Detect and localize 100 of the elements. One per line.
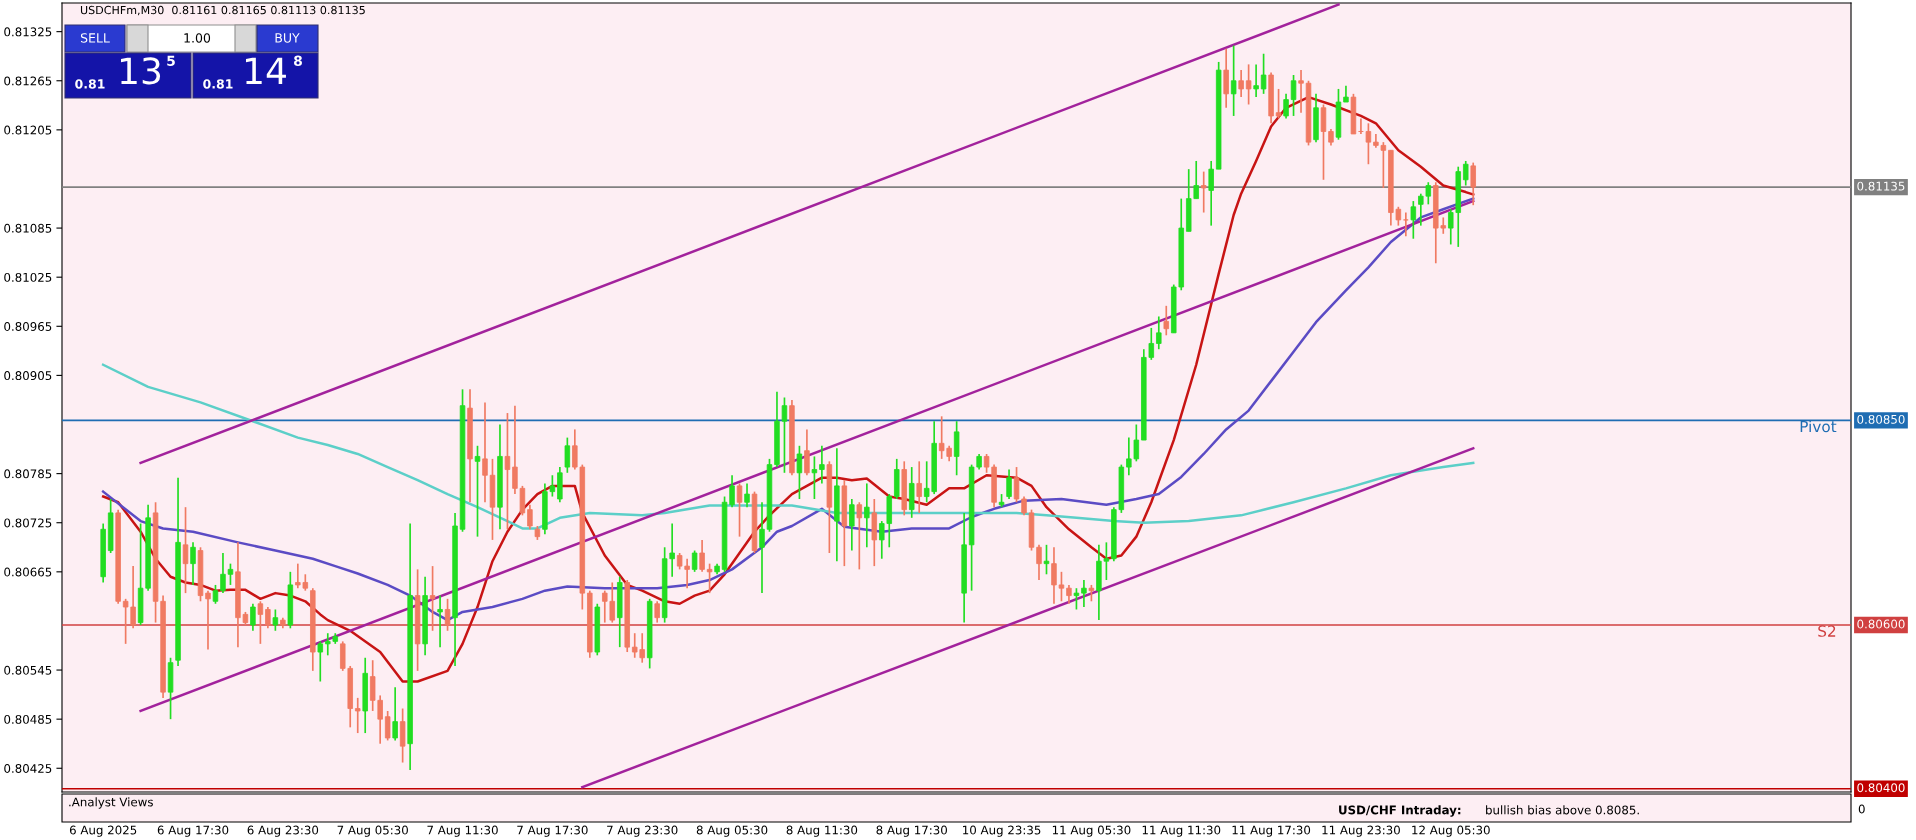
text: 0.80600 — [1857, 619, 1905, 629]
candlestick — [1006, 468, 1012, 500]
candlestick — [182, 506, 189, 594]
candlestick — [212, 584, 219, 605]
y-tick-label: 0.80725 — [4, 518, 52, 528]
candlestick — [706, 562, 713, 594]
candlestick — [699, 539, 705, 573]
y-tick-label: 0.80905 — [4, 371, 52, 381]
candlestick — [1403, 211, 1409, 238]
candlestick — [736, 482, 743, 538]
candlestick — [392, 686, 398, 742]
text: USD/CHF Intraday: — [1339, 805, 1461, 817]
candlestick — [1365, 122, 1372, 166]
candlestick — [1208, 160, 1214, 227]
x-tick-label: 7 Aug 11:30 — [427, 825, 498, 837]
candlestick — [504, 412, 511, 531]
candlestick — [1470, 161, 1476, 206]
candlestick — [654, 600, 660, 624]
candlestick — [1410, 200, 1417, 240]
candlestick — [916, 460, 922, 514]
candlestick — [1066, 584, 1072, 605]
candlestick — [1290, 74, 1297, 117]
x-tick-label: 11 Aug 17:30 — [1232, 825, 1311, 837]
x-tick-label: 11 Aug 23:30 — [1322, 825, 1400, 837]
candlestick — [1081, 579, 1087, 608]
x-tick-label: 7 Aug 23:30 — [607, 825, 678, 837]
y-tick-label: 0.81025 — [4, 272, 52, 282]
annotation: 5 — [167, 55, 175, 67]
candlestick — [317, 640, 324, 683]
candlestick — [1200, 170, 1207, 214]
x-tick-label: 6 Aug 2025 — [69, 825, 137, 837]
x-tick-label: 8 Aug 17:30 — [876, 825, 947, 837]
candlestick — [384, 710, 391, 742]
candlestick — [482, 401, 488, 504]
annotation: 14 — [245, 57, 286, 84]
annotation: 1.00 — [184, 33, 211, 43]
candlestick — [759, 501, 765, 594]
candlestick — [1320, 103, 1327, 181]
x-tick-label: 11 Aug 05:30 — [1052, 825, 1131, 837]
annotation: BUY — [275, 33, 300, 43]
y-tick-label: 0.80485 — [4, 714, 52, 724]
x-tick-label: 6 Aug 23:30 — [247, 825, 319, 837]
candlestick — [856, 501, 863, 571]
candlestick — [265, 606, 271, 630]
candlestick — [1253, 63, 1259, 98]
y-tick-label: 0.80545 — [4, 665, 52, 675]
candlestick — [1073, 587, 1080, 611]
candlestick — [250, 602, 256, 632]
candlestick — [190, 541, 196, 586]
x-tick-label: 10 Aug 23:35 — [963, 825, 1041, 837]
candlestick — [1238, 69, 1244, 98]
annotation: 13 — [120, 57, 161, 85]
candlestick — [819, 444, 825, 485]
candlestick — [1163, 304, 1170, 337]
candlestick — [691, 549, 698, 573]
annotation: SELL — [80, 33, 110, 43]
chart-title: USDCHFm,M30 0.81161 0.81165 0.81113 0.81135 — [80, 5, 365, 16]
candlestick — [429, 565, 436, 632]
y-tick-label: 0.80425 — [4, 763, 52, 773]
candlestick — [849, 498, 855, 552]
y-tick-label: 0.80665 — [4, 567, 52, 577]
candlestick — [205, 589, 211, 651]
candlestick — [1462, 160, 1469, 187]
ref-line-label: S2 — [1818, 625, 1836, 637]
candlestick — [437, 594, 443, 648]
x-tick-label: 8 Aug 05:30 — [696, 825, 768, 837]
x-tick-label: 7 Aug 05:30 — [337, 825, 408, 837]
candlestick — [1298, 69, 1304, 114]
candlestick — [354, 697, 361, 734]
x-tick-label: 6 Aug 17:30 — [157, 825, 229, 837]
candlestick — [744, 482, 750, 509]
text: .Analyst Views — [69, 797, 153, 809]
candlestick — [811, 455, 818, 500]
x-tick-label: 11 Aug 11:30 — [1142, 825, 1221, 837]
x-tick-label: 12 Aug 05:30 — [1412, 825, 1490, 837]
candlestick — [1230, 44, 1237, 117]
candlestick — [1260, 52, 1267, 95]
candlestick — [257, 600, 264, 645]
annotation: 0.81 — [203, 79, 233, 89]
x-tick-label: 8 Aug 11:30 — [786, 825, 858, 837]
candlestick — [1283, 93, 1289, 120]
annotation: 8 — [294, 55, 302, 67]
y-tick-label: 0.81265 — [4, 76, 52, 86]
candlestick — [444, 598, 451, 632]
candlestick — [272, 608, 279, 632]
candlestick — [474, 444, 481, 538]
line-series — [101, 363, 1475, 530]
candlestick — [1245, 63, 1252, 106]
text: 0.80850 — [1857, 414, 1905, 424]
y-tick-label: 0.80965 — [4, 322, 52, 331]
y-tick-label: 0.81085 — [4, 223, 52, 233]
candlestick — [796, 444, 803, 500]
text: 0.80400 — [1857, 783, 1905, 793]
text: 0.81135 — [1857, 181, 1905, 191]
y-tick-label: 0.81205 — [4, 125, 52, 135]
candlestick — [864, 482, 870, 549]
text: bullish bias above 0.8085. — [1486, 805, 1639, 815]
candlestick — [564, 436, 571, 474]
text: 0 — [1858, 804, 1865, 814]
candlestick — [1275, 88, 1282, 120]
